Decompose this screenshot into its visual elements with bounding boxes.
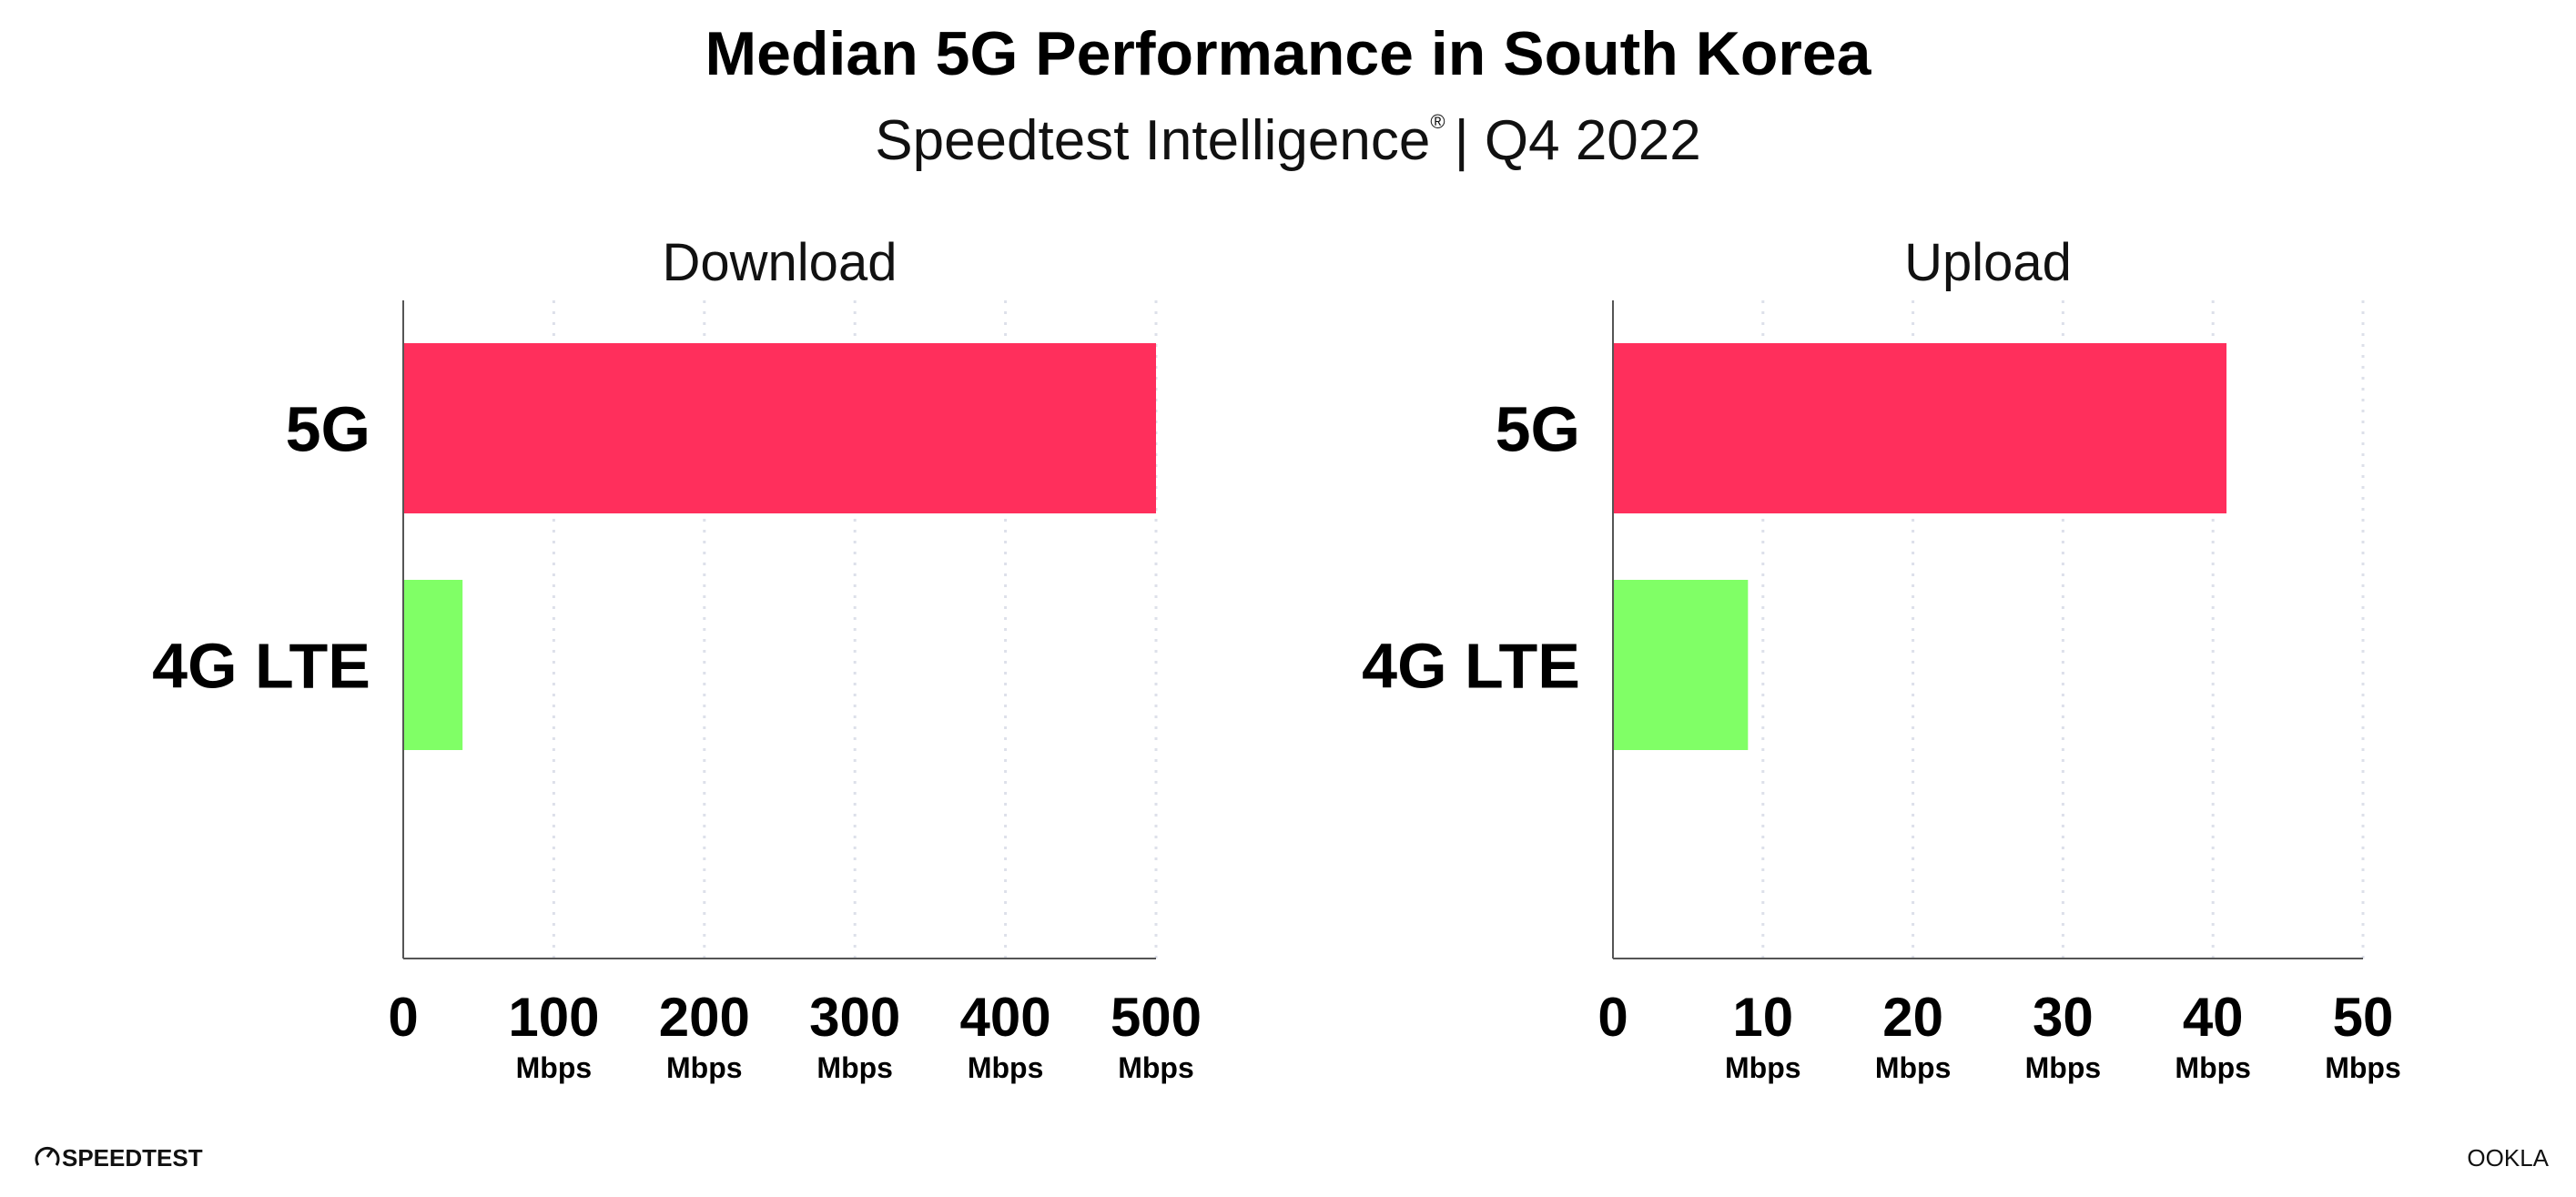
x-tick-label: 300 xyxy=(809,987,900,1048)
panel-title: Upload xyxy=(1904,233,2072,292)
x-tick-unit: Mbps xyxy=(2325,1051,2401,1084)
category-label: 4G LTE xyxy=(152,631,370,702)
svg-text:SPEEDTEST: SPEEDTEST xyxy=(62,1144,203,1172)
bar-4g-lte xyxy=(403,580,463,750)
panel-title: Download xyxy=(663,233,898,292)
speedtest-logo: SPEEDTEST xyxy=(35,1144,203,1172)
x-tick-unit: Mbps xyxy=(968,1051,1044,1084)
x-tick-label: 10 xyxy=(1732,987,1793,1048)
x-tick-label: 500 xyxy=(1111,987,1202,1048)
x-tick-unit: Mbps xyxy=(516,1051,593,1084)
x-tick-unit: Mbps xyxy=(666,1051,743,1084)
x-tick-unit: Mbps xyxy=(1875,1051,1952,1084)
bar-4g-lte xyxy=(1613,580,1749,750)
category-label: 5G xyxy=(286,394,370,465)
x-tick-label: 30 xyxy=(2033,987,2094,1048)
x-tick-label: 100 xyxy=(508,987,599,1048)
category-label: 4G LTE xyxy=(1362,631,1580,702)
x-tick-unit: Mbps xyxy=(2175,1051,2251,1084)
x-tick-label: 40 xyxy=(2183,987,2244,1048)
x-tick-label: 0 xyxy=(388,987,418,1048)
x-tick-unit: Mbps xyxy=(816,1051,893,1084)
category-label: 5G xyxy=(1496,394,1580,465)
x-tick-unit: Mbps xyxy=(2025,1051,2102,1084)
bar-5g xyxy=(1613,343,2227,513)
ookla-logo: OOKLA xyxy=(2467,1144,2549,1172)
x-tick-unit: Mbps xyxy=(1118,1051,1194,1084)
x-tick-label: 400 xyxy=(960,987,1051,1048)
chart-subtitle: Speedtest Intelligence® | Q4 2022 xyxy=(875,109,1701,172)
x-tick-label: 200 xyxy=(659,987,750,1048)
bar-5g xyxy=(403,343,1156,513)
x-tick-label: 0 xyxy=(1597,987,1628,1048)
chart-title: Median 5G Performance in South Korea xyxy=(705,19,1872,88)
x-tick-label: 20 xyxy=(1882,987,1943,1048)
x-tick-unit: Mbps xyxy=(1725,1051,1801,1084)
x-tick-label: 50 xyxy=(2333,987,2394,1048)
speedometer-icon xyxy=(35,1146,60,1166)
